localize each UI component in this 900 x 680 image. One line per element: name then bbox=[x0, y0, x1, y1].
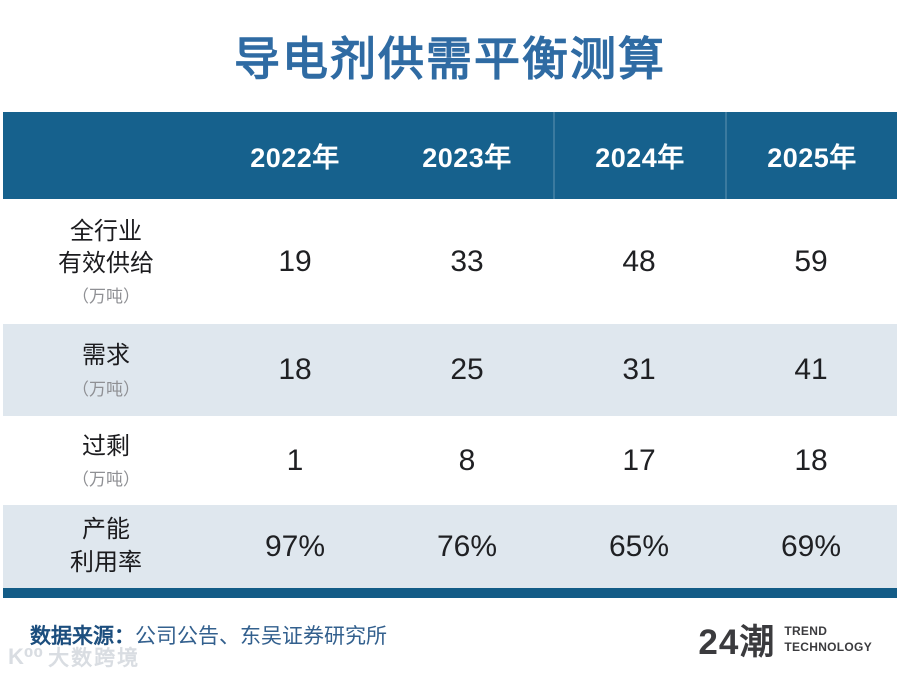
value: 19 bbox=[278, 244, 312, 278]
row-label-line1: 产能 bbox=[82, 516, 130, 544]
data-source-text: 公司公告、东吴证券研究所 bbox=[135, 625, 387, 648]
value-cell: 18 bbox=[209, 324, 381, 416]
value: 65% bbox=[608, 529, 670, 563]
value: 33 bbox=[450, 244, 484, 278]
row-label-line2: 利用率 bbox=[70, 548, 142, 576]
value-cell: 18 bbox=[725, 416, 897, 505]
row-label-line1: 全行业 bbox=[70, 217, 142, 245]
value-cell: 1 bbox=[209, 416, 381, 505]
row-label-cell: 全行业 有效供给 （万吨） bbox=[3, 199, 209, 324]
supply-demand-table: 2022年 2023年 2024年 2025年 全行业 有效供给 （万吨） 19… bbox=[3, 112, 897, 598]
data-source-line: 数据来源：公司公告、东吴证券研究所 bbox=[30, 620, 387, 650]
row-label: 全行业 有效供给 bbox=[58, 216, 154, 281]
value: 69% bbox=[780, 529, 842, 563]
watermark-text: 大数跨境 bbox=[48, 647, 141, 670]
value-cell: 17 bbox=[553, 416, 725, 505]
table-row-utilization: 产能 利用率 97% 76% 65% 69% bbox=[3, 505, 897, 588]
row-label: 需求 bbox=[82, 342, 130, 370]
brand-name-24chao: 24潮 bbox=[698, 623, 776, 662]
header-cell-year-2022: 2022年 bbox=[250, 143, 340, 173]
row-label: 产能 利用率 bbox=[70, 514, 142, 579]
table-row-demand: 需求 （万吨） 18 25 31 41 bbox=[3, 324, 897, 416]
value-cell: 25 bbox=[381, 324, 553, 416]
watermark: K⁰⁰ 大数跨境 bbox=[8, 642, 140, 672]
table-row-surplus: 过剩 （万吨） 1 8 17 18 bbox=[3, 416, 897, 505]
value: 18 bbox=[794, 443, 828, 477]
row-unit: （万吨） bbox=[72, 287, 140, 307]
value: 31 bbox=[622, 353, 656, 386]
value: 59 bbox=[794, 244, 828, 278]
value: 18 bbox=[278, 353, 312, 386]
value: 17 bbox=[622, 443, 656, 477]
table-bottom-bar bbox=[3, 588, 897, 598]
header-cell-year-2025: 2025年 bbox=[725, 112, 897, 199]
value-cell: 97% bbox=[209, 505, 381, 588]
header-cell-year-2024: 2024年 bbox=[553, 112, 725, 199]
table-row-supply: 全行业 有效供给 （万吨） 19 33 48 59 bbox=[3, 199, 897, 324]
title-band: 导电剂供需平衡测算 bbox=[0, 0, 900, 112]
value: 25 bbox=[450, 353, 484, 386]
header-cell-year-2023: 2023年 bbox=[422, 143, 512, 173]
row-label-cell: 需求 （万吨） bbox=[3, 324, 209, 416]
row-unit: （万吨） bbox=[72, 470, 140, 490]
value-cell: 8 bbox=[381, 416, 553, 505]
value-cell: 69% bbox=[725, 505, 897, 588]
value-cell: 41 bbox=[725, 324, 897, 416]
watermark-logo-icon: K⁰⁰ bbox=[8, 644, 44, 669]
data-source-label: 数据来源： bbox=[30, 625, 135, 648]
value: 1 bbox=[286, 443, 304, 477]
row-label-cell: 产能 利用率 bbox=[3, 505, 209, 588]
page-title: 导电剂供需平衡测算 bbox=[234, 33, 666, 85]
value: 8 bbox=[458, 443, 476, 477]
brand-subtitle: TREND TECHNOLOGY bbox=[784, 624, 872, 655]
value-cell: 76% bbox=[381, 505, 553, 588]
value: 41 bbox=[794, 353, 828, 386]
value: 97% bbox=[264, 529, 326, 563]
row-label-line2: 有效供给 bbox=[58, 250, 154, 277]
row-label-cell: 过剩 （万吨） bbox=[3, 416, 209, 505]
footer: 数据来源：公司公告、东吴证券研究所 24潮 TREND TECHNOLOGY K… bbox=[0, 598, 900, 680]
header-cell-empty bbox=[3, 112, 209, 199]
brand-subtitle-line1: TREND bbox=[784, 623, 828, 638]
row-unit: （万吨） bbox=[72, 379, 140, 399]
value-cell: 65% bbox=[553, 505, 725, 588]
brand-logo: 24潮 TREND TECHNOLOGY bbox=[698, 614, 872, 665]
brand-subtitle-line2: TECHNOLOGY bbox=[784, 639, 872, 654]
value: 76% bbox=[436, 529, 498, 563]
value-cell: 19 bbox=[209, 199, 381, 324]
value: 48 bbox=[622, 244, 656, 278]
value-cell: 31 bbox=[553, 324, 725, 416]
row-label: 过剩 bbox=[82, 432, 130, 460]
value-cell: 59 bbox=[725, 199, 897, 324]
value-cell: 48 bbox=[553, 199, 725, 324]
value-cell: 33 bbox=[381, 199, 553, 324]
table-header-row: 2022年 2023年 2024年 2025年 bbox=[3, 112, 897, 199]
